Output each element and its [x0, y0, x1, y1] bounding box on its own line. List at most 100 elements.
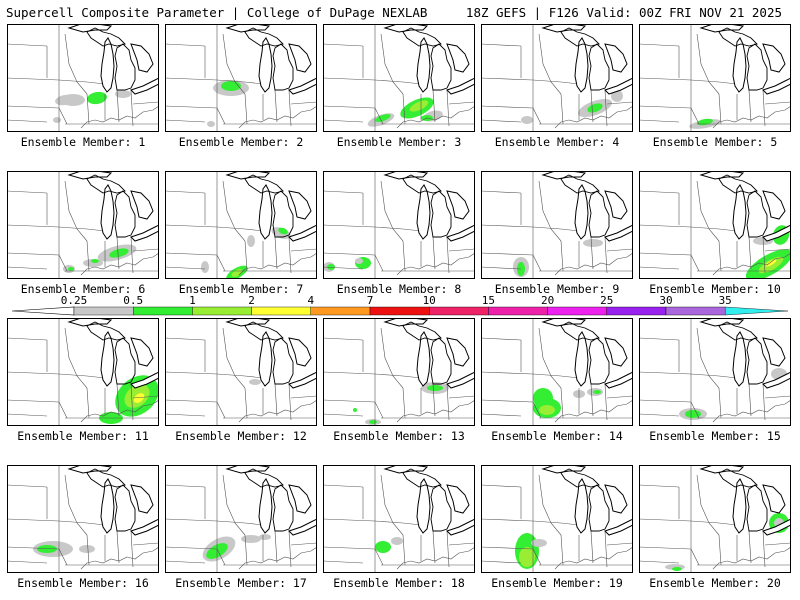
lake-shoreline — [446, 484, 470, 514]
state-border — [762, 236, 766, 274]
member-map — [7, 171, 159, 279]
state-border — [696, 327, 720, 389]
member-map — [639, 171, 791, 279]
michigan-coast — [588, 190, 610, 238]
state-border — [374, 520, 422, 526]
state-border — [639, 399, 692, 403]
state-border — [380, 180, 404, 242]
state-border — [481, 546, 534, 550]
state-border — [532, 520, 580, 526]
chart-title: Supercell Composite Parameter | College … — [6, 5, 428, 20]
colorbar-tick-label: 0.25 — [61, 295, 88, 307]
state-border — [690, 548, 700, 566]
state-border — [748, 236, 752, 270]
state-border — [718, 387, 722, 419]
panel-frame — [481, 171, 633, 279]
member-map — [639, 318, 791, 426]
state-border — [165, 560, 206, 564]
colorbar-tick-label: 7 — [367, 295, 374, 307]
state-border — [396, 399, 475, 423]
state-border — [86, 387, 90, 419]
colorbar-tick-label: 20 — [541, 295, 554, 307]
state-border — [481, 337, 522, 341]
member-map — [639, 24, 791, 132]
colorbar-segment — [73, 306, 134, 316]
scp-contour — [427, 385, 443, 391]
scp-contour — [91, 259, 99, 263]
member-map — [165, 24, 317, 132]
ensemble-panel: Ensemble Member: 9 — [481, 171, 633, 296]
scp-contour — [765, 259, 777, 267]
colorbar-segment — [429, 306, 489, 316]
lake-shoreline — [67, 318, 113, 327]
member-label: Ensemble Member: 5 — [652, 135, 778, 149]
state-border — [446, 89, 450, 127]
lake-shoreline — [699, 465, 745, 474]
ensemble-panel: Ensemble Member: 3 — [323, 24, 475, 149]
panel-frame — [323, 318, 475, 426]
colorbar-tick-label: 1 — [189, 295, 196, 307]
scp-contour — [539, 405, 555, 415]
state-border — [323, 77, 376, 81]
state-border — [130, 530, 134, 568]
state-border — [696, 33, 720, 95]
state-border — [446, 236, 450, 274]
michigan-coast — [272, 190, 294, 238]
state-border — [374, 548, 384, 566]
colorbar-segment — [192, 306, 252, 316]
state-border — [532, 107, 542, 125]
state-border — [7, 399, 60, 403]
state-border — [762, 530, 766, 568]
scp-contour — [207, 121, 215, 127]
lake-shoreline — [574, 37, 589, 93]
state-border — [560, 534, 564, 566]
lake-shoreline — [383, 465, 429, 474]
state-border — [116, 530, 120, 564]
colorbar-tick-label: 10 — [423, 295, 436, 307]
lake-shoreline — [225, 465, 271, 474]
state-border — [532, 254, 542, 272]
state-border — [7, 77, 60, 81]
state-border — [165, 518, 218, 522]
state-border — [86, 93, 90, 125]
member-label: Ensemble Member: 19 — [491, 576, 623, 590]
ensemble-panel: Ensemble Member: 20 — [639, 465, 791, 590]
state-border — [374, 107, 384, 125]
state-border — [481, 371, 534, 375]
ensemble-panel: Ensemble Member: 12 — [165, 318, 317, 443]
state-border — [165, 119, 206, 123]
lake-shoreline — [446, 518, 475, 536]
state-border — [538, 33, 562, 95]
state-border — [64, 327, 88, 389]
state-border — [116, 236, 120, 270]
state-border — [448, 101, 475, 105]
state-border — [290, 101, 317, 105]
michigan-coast — [430, 190, 452, 238]
scp-contour — [61, 94, 85, 106]
ensemble-panel: Ensemble Member: 19 — [481, 465, 633, 590]
state-border — [288, 530, 292, 568]
colorbar-tick-label: 0.5 — [123, 295, 143, 307]
state-border — [396, 105, 475, 129]
state-border — [7, 266, 48, 270]
state-border — [639, 560, 680, 564]
state-border — [446, 530, 450, 568]
state-border — [222, 327, 246, 389]
state-border — [323, 105, 376, 109]
scp-contour — [355, 258, 363, 264]
state-border — [288, 383, 292, 421]
state-border — [712, 546, 791, 570]
lake-shoreline — [732, 37, 747, 93]
state-border — [639, 518, 692, 522]
color-legend: 0.25 0.5 1 2 4 7 10 15 20 25 30 35 — [11, 295, 789, 316]
state-border — [538, 327, 562, 389]
state-border — [58, 520, 106, 526]
state-border — [7, 190, 48, 194]
member-map — [323, 465, 475, 573]
ensemble-panel: Ensemble Member: 6 — [7, 171, 159, 296]
state-border — [532, 226, 580, 232]
state-border — [690, 226, 738, 232]
michigan-coast — [746, 484, 768, 532]
state-border — [690, 254, 700, 272]
state-border — [606, 395, 633, 399]
